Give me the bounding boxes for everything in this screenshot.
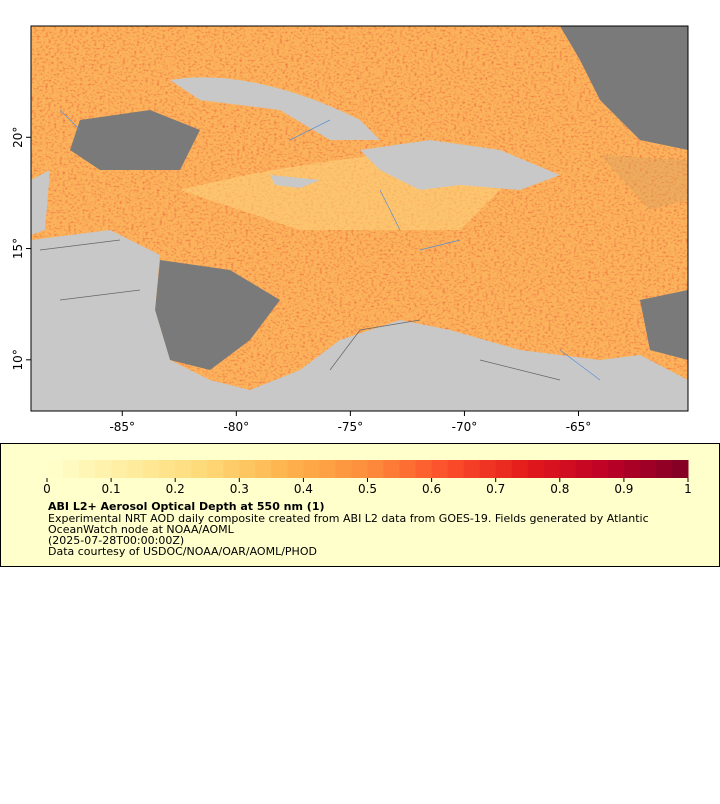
colorbar-tick-label: 0.7 [486, 482, 505, 496]
colorbar-tick-label: 0.1 [102, 482, 121, 496]
colorbar-tick-label: 0.2 [166, 482, 185, 496]
colorbar-cell [351, 460, 368, 478]
no-data [155, 260, 280, 370]
colorbar-cell [127, 460, 144, 478]
colorbar-tick-label: 0.3 [230, 482, 249, 496]
colorbar-cell [623, 460, 641, 478]
colorbar-tick-label: 1 [684, 482, 692, 496]
colorbar-cell [431, 460, 449, 478]
colorbar-cell [47, 460, 64, 478]
colorbar-cell [111, 460, 128, 478]
y-tick-label: 10° [11, 349, 25, 370]
colorbar-cell [479, 460, 497, 478]
x-tick-label: -75° [338, 420, 364, 434]
colorbar-cell [415, 460, 433, 478]
no-data [560, 26, 688, 150]
colorbar-cell [159, 460, 176, 478]
colorbar-cell [543, 460, 561, 478]
colorbar-cell [607, 460, 625, 478]
map-area [31, 26, 688, 411]
map-frame [30, 25, 689, 412]
x-tick-label: -80° [224, 420, 250, 434]
colorbar-cell [207, 460, 224, 478]
colorbar-cell [95, 460, 112, 478]
legend-line: Experimental NRT AOD daily composite cre… [48, 512, 649, 525]
colorbar-cell [191, 460, 208, 478]
river-line [59, 109, 601, 381]
colorbar-cell [383, 460, 401, 478]
colorbar-tick-label: 0 [43, 482, 51, 496]
colorbar-cell [63, 460, 80, 478]
colorbar-cell [463, 460, 481, 478]
colorbar-cell [239, 460, 256, 478]
no-data [70, 110, 200, 170]
colorbar-cell [495, 460, 513, 478]
y-tick-label: 15° [11, 238, 25, 259]
legend-line: Data courtesy of USDOC/NOAA/OAR/AOML/PHO… [48, 545, 317, 558]
legend-line: OceanWatch node at NOAA/AOML [48, 523, 235, 536]
colorbar-cell [79, 460, 96, 478]
colorbar-cell [143, 460, 160, 478]
colorbar-cell [575, 460, 593, 478]
colorbar-cell [303, 460, 320, 478]
colorbar-cell [447, 460, 465, 478]
colorbar-tick-label: 0.4 [294, 482, 313, 496]
legend-line: (2025-07-28T00:00:00Z) [48, 534, 184, 547]
x-tick-label: -70° [452, 420, 478, 434]
colorbar-tick-label: 0.8 [550, 482, 569, 496]
colorbar-tick-label: 0.6 [422, 482, 441, 496]
colorbar-cell [399, 460, 417, 478]
colorbar-cell [335, 460, 352, 478]
x-tick-label: -65° [566, 420, 592, 434]
land [270, 175, 320, 188]
land [360, 140, 560, 190]
colorbar-tick-label: 0.5 [358, 482, 377, 496]
x-tick-label: -85° [109, 420, 135, 434]
border-line [39, 239, 561, 381]
land [31, 170, 50, 235]
colorbar-cell [175, 460, 192, 478]
colorbar-cell [319, 460, 336, 478]
colorbar-cell [511, 460, 529, 478]
colorbar-cell [271, 460, 288, 478]
colorbar-cell [255, 460, 272, 478]
y-tick-label: 20° [11, 127, 25, 148]
colorbar-cell [287, 460, 304, 478]
no-data [640, 290, 688, 360]
colorbar-cell [559, 460, 577, 478]
land [31, 230, 688, 411]
colorbar-cell [367, 460, 385, 478]
colorbar-cell [671, 460, 689, 478]
colorbar-cell [655, 460, 673, 478]
colorbar-cell [527, 460, 545, 478]
colorbar-cell [223, 460, 240, 478]
colorbar-tick-label: 0.9 [614, 482, 633, 496]
colorbar-cell [591, 460, 609, 478]
legend-title: ABI L2+ Aerosol Optical Depth at 550 nm … [48, 500, 325, 513]
colorbar-cell [639, 460, 657, 478]
aod-patch [600, 155, 688, 210]
land [170, 77, 380, 140]
